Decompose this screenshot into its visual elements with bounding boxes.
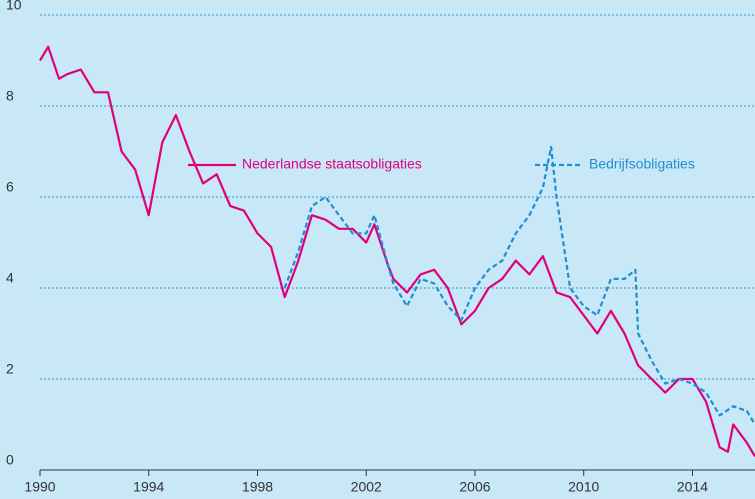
line-series [283,145,755,426]
x-tick-label: 1990 [24,479,55,495]
x-tick-label: 2014 [677,479,708,495]
y-tick-label: 0 [6,452,14,468]
y-tick-label: 4 [6,270,14,286]
legend-label: Bedrijfsobligaties [589,156,695,172]
y-tick-label: 2 [6,361,14,377]
y-tick-label: 6 [6,179,14,195]
x-tick-label: 1998 [242,479,273,495]
line-series [39,45,755,457]
x-tick-label: 1994 [133,479,164,495]
y-tick-label: 8 [6,88,14,104]
y-tick-label: 10 [6,0,22,13]
x-tick-label: 2006 [459,479,490,495]
x-tick-label: 2010 [568,479,599,495]
legend-label: Nederlandse staatsobligaties [242,156,422,172]
x-tick-label: 2002 [351,479,382,495]
